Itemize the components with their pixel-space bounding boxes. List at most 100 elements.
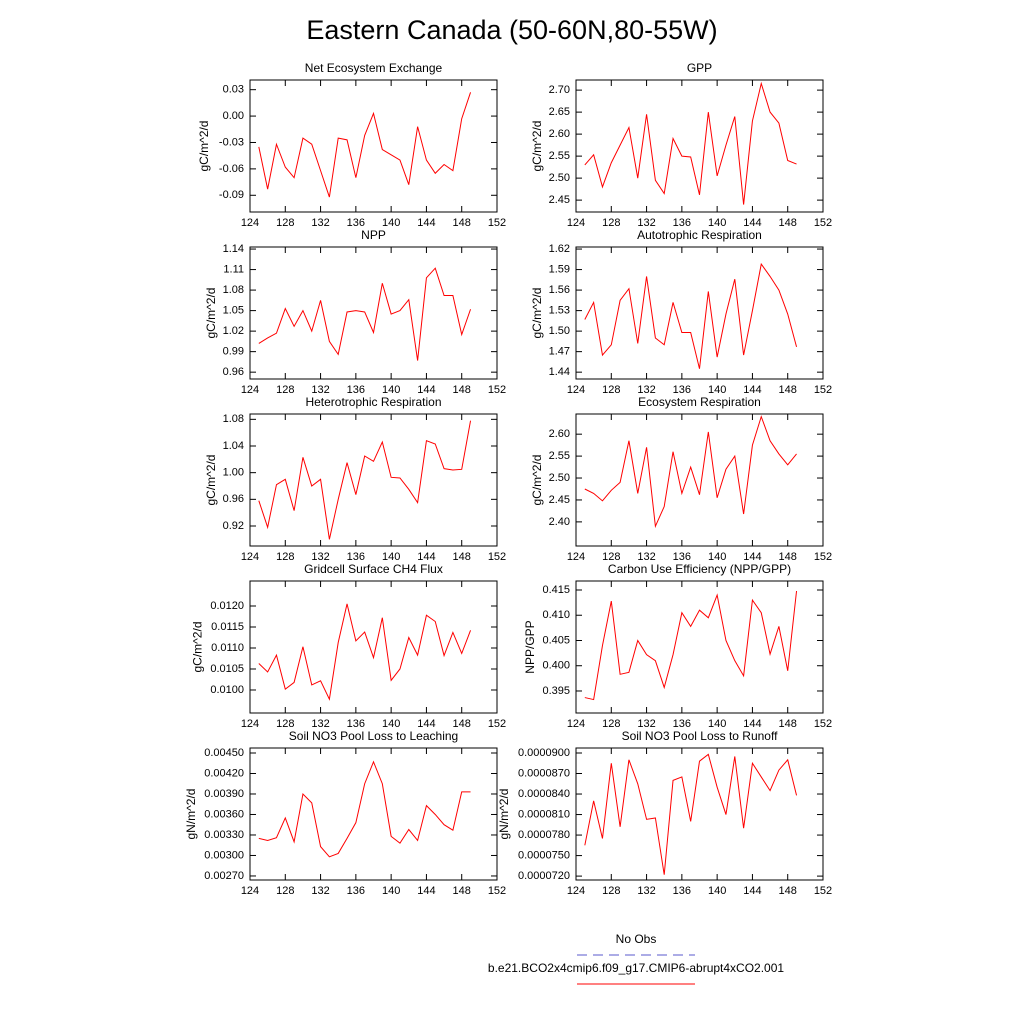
x-tick-label: 128	[276, 551, 294, 563]
x-tick-label: 136	[673, 384, 691, 396]
plot-frame	[249, 747, 498, 881]
x-tick-label: 132	[637, 551, 655, 563]
x-tick-label: 152	[488, 718, 506, 730]
y-axis-label: gC/m^2/d	[530, 455, 544, 506]
x-tick-label: 132	[311, 384, 329, 396]
x-tick-label: 132	[311, 885, 329, 897]
x-tick-label: 124	[241, 217, 259, 229]
y-tick-label: 2.45	[549, 194, 570, 206]
plot-frame	[249, 580, 498, 714]
y-tick-label: 2.70	[549, 84, 570, 96]
x-tick-label: 152	[814, 885, 832, 897]
y-tick-label: 1.59	[549, 263, 570, 275]
y-axis-label: gC/m^2/d	[530, 288, 544, 339]
y-tick-label: 0.03	[223, 84, 244, 96]
y-tick-label: 0.00390	[204, 788, 244, 800]
x-tick-label: 128	[276, 885, 294, 897]
x-tick-label: 136	[673, 885, 691, 897]
y-axis-label: gN/m^2/d	[497, 789, 511, 840]
x-tick-label: 128	[602, 885, 620, 897]
plot-area	[258, 92, 472, 198]
x-tick-label: 140	[382, 718, 400, 730]
x-tick-label: 144	[743, 217, 761, 229]
x-tick-label: 124	[567, 718, 585, 730]
x-tick-label: 124	[241, 885, 259, 897]
x-tick-label: 148	[779, 885, 797, 897]
x-tick-label: 132	[637, 384, 655, 396]
legend-label: b.e21.BCO2x4cmip6.f09_g17.CMIP6-abrupt4x…	[488, 961, 784, 975]
panel-title: Autotrophic Respiration	[637, 228, 762, 242]
y-axis-label: gC/m^2/d	[204, 455, 218, 506]
x-tick-label: 124	[241, 384, 259, 396]
x-tick-label: 148	[779, 718, 797, 730]
x-tick-label: 152	[814, 217, 832, 229]
x-tick-label: 140	[708, 551, 726, 563]
x-tick-label: 152	[814, 718, 832, 730]
y-tick-label: 1.62	[549, 243, 570, 255]
y-tick-label: 2.45	[549, 494, 570, 506]
plot-area	[584, 753, 798, 875]
y-tick-label: 0.0110	[211, 642, 244, 654]
x-tick-label: 136	[673, 718, 691, 730]
y-tick-label: 0.0120	[210, 600, 244, 612]
data-line	[584, 415, 797, 529]
data-line	[258, 603, 472, 701]
data-line	[584, 590, 798, 701]
x-tick-label: 132	[311, 551, 329, 563]
panel-title: NPP	[361, 228, 386, 242]
x-tick-label: 128	[602, 551, 620, 563]
y-tick-label: 1.53	[549, 305, 570, 317]
x-tick-label: 124	[567, 885, 585, 897]
y-tick-label: 0.0000810	[518, 808, 570, 820]
x-tick-label: 148	[453, 217, 471, 229]
plot-area	[584, 590, 798, 701]
x-tick-label: 152	[488, 551, 506, 563]
y-tick-label: 0.00360	[204, 808, 244, 820]
x-tick-label: 124	[567, 217, 585, 229]
data-line	[258, 760, 471, 858]
y-tick-label: 0.00450	[204, 747, 244, 759]
panel-title: Soil NO3 Pool Loss to Runoff	[622, 729, 779, 743]
y-tick-label: 0.96	[223, 366, 244, 378]
data-line	[584, 81, 797, 205]
plot-frame	[575, 413, 824, 547]
y-axis-label: gC/m^2/d	[197, 121, 211, 172]
x-tick-label: 148	[453, 718, 471, 730]
y-axis-label: gC/m^2/d	[530, 121, 544, 172]
y-tick-label: 2.50	[549, 472, 570, 484]
plot-frame	[575, 246, 824, 380]
data-line	[258, 267, 472, 361]
x-tick-label: 152	[488, 885, 506, 897]
x-tick-label: 136	[347, 384, 365, 396]
x-tick-label: 140	[708, 718, 726, 730]
y-tick-label: 1.08	[223, 413, 244, 425]
y-tick-label: 2.60	[549, 128, 570, 140]
x-tick-label: 128	[276, 718, 294, 730]
y-tick-label: 0.0000870	[518, 767, 570, 779]
y-tick-label: 1.00	[223, 467, 244, 479]
x-tick-label: 144	[417, 384, 435, 396]
x-tick-label: 136	[347, 718, 365, 730]
y-tick-label: 2.55	[549, 150, 570, 162]
y-tick-label: 2.50	[549, 172, 570, 184]
y-tick-label: 1.44	[549, 366, 570, 378]
data-line	[258, 420, 472, 540]
y-tick-label: 1.47	[549, 346, 570, 358]
y-tick-label: 0.395	[542, 685, 570, 697]
x-tick-label: 144	[743, 384, 761, 396]
x-tick-label: 124	[567, 384, 585, 396]
data-line	[584, 262, 798, 369]
x-tick-label: 152	[488, 384, 506, 396]
y-tick-label: 0.0000900	[518, 747, 570, 759]
y-tick-label: 1.56	[549, 284, 570, 296]
x-tick-label: 148	[779, 384, 797, 396]
y-tick-label: 1.11	[223, 263, 244, 275]
x-tick-label: 144	[417, 217, 435, 229]
y-tick-label: 0.0000750	[518, 849, 570, 861]
plot-frame	[575, 79, 824, 213]
x-tick-label: 140	[382, 551, 400, 563]
x-tick-label: 124	[567, 551, 585, 563]
x-tick-label: 136	[347, 885, 365, 897]
